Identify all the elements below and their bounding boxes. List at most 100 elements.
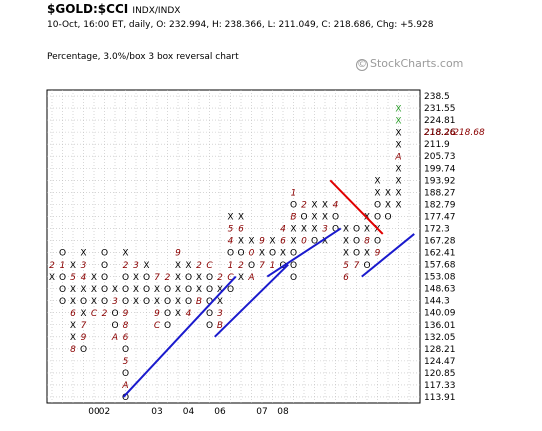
x-box: X <box>91 285 97 295</box>
month-marker: 9 <box>175 249 181 259</box>
plot-frame <box>46 89 421 404</box>
o-box: O <box>164 297 171 307</box>
month-marker: 2 <box>165 273 171 283</box>
o-box: O <box>332 225 339 235</box>
o-box: O <box>101 285 108 295</box>
month-marker: 9 <box>154 309 160 319</box>
x-box: X <box>259 249 265 259</box>
month-marker: C <box>206 261 213 271</box>
o-box: O <box>185 297 192 307</box>
x-box: X <box>280 249 286 259</box>
x-box: X <box>322 237 328 247</box>
x-box: X <box>248 237 254 247</box>
month-marker: 4 <box>280 225 286 235</box>
o-box: O <box>269 249 276 259</box>
price-tick-label: 153.08 <box>424 273 456 283</box>
month-marker: 6 <box>123 333 129 343</box>
x-box: X <box>175 285 181 295</box>
month-marker: 1 <box>270 261 276 271</box>
month-marker: 2 <box>196 261 202 271</box>
o-box: O <box>206 285 213 295</box>
o-box: O <box>290 201 297 211</box>
month-marker: 2 <box>301 201 307 211</box>
o-box: O <box>101 273 108 283</box>
o-box: O <box>122 285 129 295</box>
x-box: X <box>185 261 191 271</box>
price-tick-label: 162.41 <box>424 249 456 259</box>
o-box: O <box>101 261 108 271</box>
price-tick-label: 136.01 <box>424 321 456 331</box>
x-box-latest: X <box>395 116 401 126</box>
copyright-icon: © <box>356 59 368 71</box>
o-box: O <box>248 261 255 271</box>
price-tick-label: 177.47 <box>424 212 456 222</box>
month-marker: 3 <box>322 225 328 235</box>
month-marker: 4 <box>333 201 339 211</box>
o-box: O <box>122 393 129 403</box>
x-box: X <box>217 285 223 295</box>
support-trend-line <box>266 227 342 278</box>
o-box: O <box>206 273 213 283</box>
x-box: X <box>290 237 296 247</box>
o-box: O <box>143 285 150 295</box>
month-marker: 8 <box>70 345 76 355</box>
o-box: O <box>206 297 213 307</box>
x-box: X <box>70 333 76 343</box>
exchange: INDX/INDX <box>132 6 181 16</box>
x-box: X <box>70 297 76 307</box>
x-box: X <box>395 176 401 186</box>
price-tick-label: 238.5 <box>424 92 450 102</box>
x-box: X <box>395 164 401 174</box>
x-box: X <box>80 309 86 319</box>
price-tick-label: 172.3 <box>424 224 450 234</box>
month-marker: 5 <box>123 357 129 367</box>
month-marker: 6 <box>70 309 76 319</box>
month-marker: B <box>196 297 202 307</box>
x-box: X <box>343 225 349 235</box>
month-marker: 3 <box>133 261 139 271</box>
month-marker: C <box>91 309 98 319</box>
x-box: X <box>80 285 86 295</box>
month-marker: B <box>217 321 223 331</box>
o-box: O <box>290 273 297 283</box>
x-box: X <box>301 225 307 235</box>
o-box: O <box>353 249 360 259</box>
ohlc-info: 10-Oct, 16:00 ET, daily, O: 232.994, H: … <box>47 20 434 30</box>
x-box: X <box>385 189 391 199</box>
chart-title: $GOLD:$CCI INDX/INDX <box>47 2 180 16</box>
month-marker: 2 <box>102 309 108 319</box>
price-tick-label: 205.73 <box>424 152 456 162</box>
price-tick-label: 211.9 <box>424 140 450 150</box>
month-marker: C <box>227 273 234 283</box>
price-tick-label: 117.33 <box>424 381 456 391</box>
support-trend-line <box>361 233 415 278</box>
x-box: X <box>133 297 139 307</box>
o-box: O <box>164 321 171 331</box>
month-marker: 0 <box>249 249 255 259</box>
x-box: X <box>290 225 296 235</box>
x-box: X <box>395 140 401 150</box>
price-tick-label: 144.3 <box>424 297 450 307</box>
price-tick-label: 157.68 <box>424 261 456 271</box>
x-box: X <box>70 321 76 331</box>
month-marker: 9 <box>259 237 265 247</box>
o-box: O <box>374 201 381 211</box>
price-tick-label: 140.09 <box>424 309 456 319</box>
o-box: O <box>290 261 297 271</box>
x-box: X <box>91 297 97 307</box>
x-box: X <box>238 213 244 223</box>
x-box: X <box>364 225 370 235</box>
o-box: O <box>122 273 129 283</box>
x-box: X <box>80 249 86 259</box>
x-box: X <box>49 273 55 283</box>
o-box: O <box>143 273 150 283</box>
x-box: X <box>122 249 128 259</box>
price-tick-label: 231.55 <box>424 104 456 114</box>
o-box: O <box>164 309 171 319</box>
year-label: 02 <box>99 407 110 417</box>
price-tick-label: 124.47 <box>424 357 456 367</box>
o-box: O <box>363 261 370 271</box>
o-box: O <box>59 285 66 295</box>
o-box: O <box>290 249 297 259</box>
